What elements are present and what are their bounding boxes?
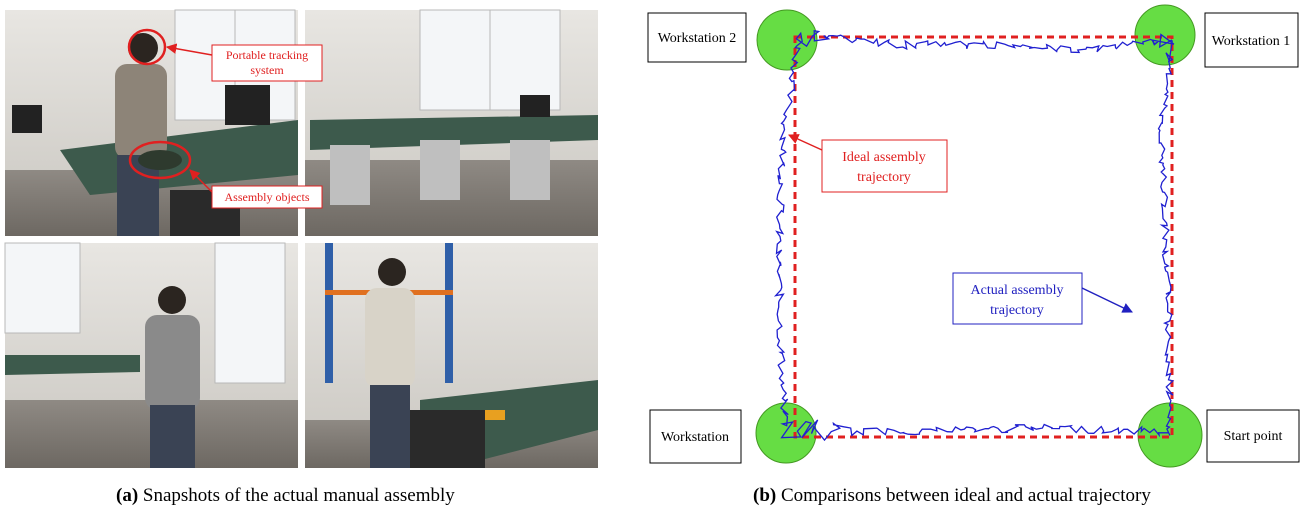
photo [305, 10, 598, 236]
figure-canvas: Portable tracking system Assembly object… [0, 0, 1306, 518]
station-label: Workstation 1 [1212, 34, 1291, 49]
actual-trajectory [776, 31, 1174, 440]
annotation: Ideal assembly [842, 150, 926, 165]
annotation: Assembly objects [225, 190, 310, 204]
photo [305, 243, 598, 468]
annotation: Actual assembly [971, 283, 1064, 298]
station-label: Workstation [661, 430, 729, 445]
annotation: system [250, 63, 284, 77]
caption: (a) Snapshots of the actual manual assem… [116, 485, 455, 506]
figure: Portable tracking system Assembly object… [0, 0, 1306, 518]
annotation: trajectory [857, 170, 911, 185]
arrow [1082, 288, 1132, 312]
station-label: Workstation 2 [658, 31, 737, 46]
annotation: trajectory [990, 303, 1044, 318]
station-label: Start point [1224, 429, 1283, 444]
annotation: Portable tracking [226, 48, 308, 62]
caption: (b) Comparisons between ideal and actual… [753, 485, 1151, 506]
ideal-trajectory [795, 37, 1172, 437]
station-markers [756, 5, 1202, 467]
photo [5, 243, 298, 468]
